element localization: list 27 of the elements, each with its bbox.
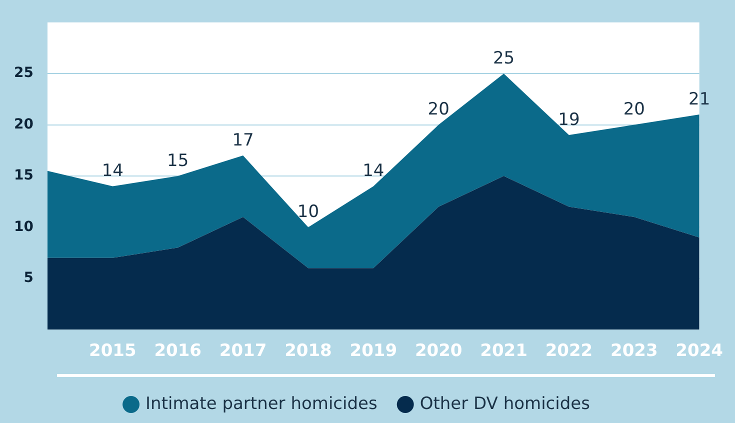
- y-tick-label: 25: [14, 65, 34, 82]
- legend-label: Intimate partner homicides: [146, 394, 378, 414]
- x-tick-label: 2017: [219, 341, 267, 362]
- x-tick-label: 2021: [480, 341, 528, 362]
- x-tick-label: 2018: [284, 341, 332, 362]
- total-label: 15: [167, 150, 189, 171]
- total-label: 21: [688, 89, 710, 110]
- total-label: 20: [623, 100, 645, 120]
- x-tick-label: 2020: [414, 341, 462, 362]
- x-tick-label: 2022: [545, 341, 593, 362]
- x-tick-label: 2019: [350, 341, 398, 362]
- total-label: 19: [558, 110, 580, 130]
- total-label: 10: [297, 202, 320, 222]
- x-tick-label: 2023: [610, 341, 658, 362]
- legend-label: Other DV homicides: [420, 394, 590, 414]
- total-label: 20: [428, 100, 450, 120]
- y-tick-label: 20: [14, 116, 34, 132]
- y-tick-label: 15: [14, 168, 34, 184]
- total-label: 14: [362, 161, 384, 182]
- x-tick-label: 2015: [89, 341, 136, 362]
- y-tick-label: 5: [24, 270, 34, 286]
- y-tick-label: 10: [14, 218, 34, 235]
- total-label: 17: [232, 130, 254, 150]
- x-tick-label: 2024: [676, 341, 724, 362]
- x-tick-label: 2016: [154, 341, 202, 362]
- total-label: 14: [102, 161, 124, 182]
- total-label: 25: [492, 48, 515, 69]
